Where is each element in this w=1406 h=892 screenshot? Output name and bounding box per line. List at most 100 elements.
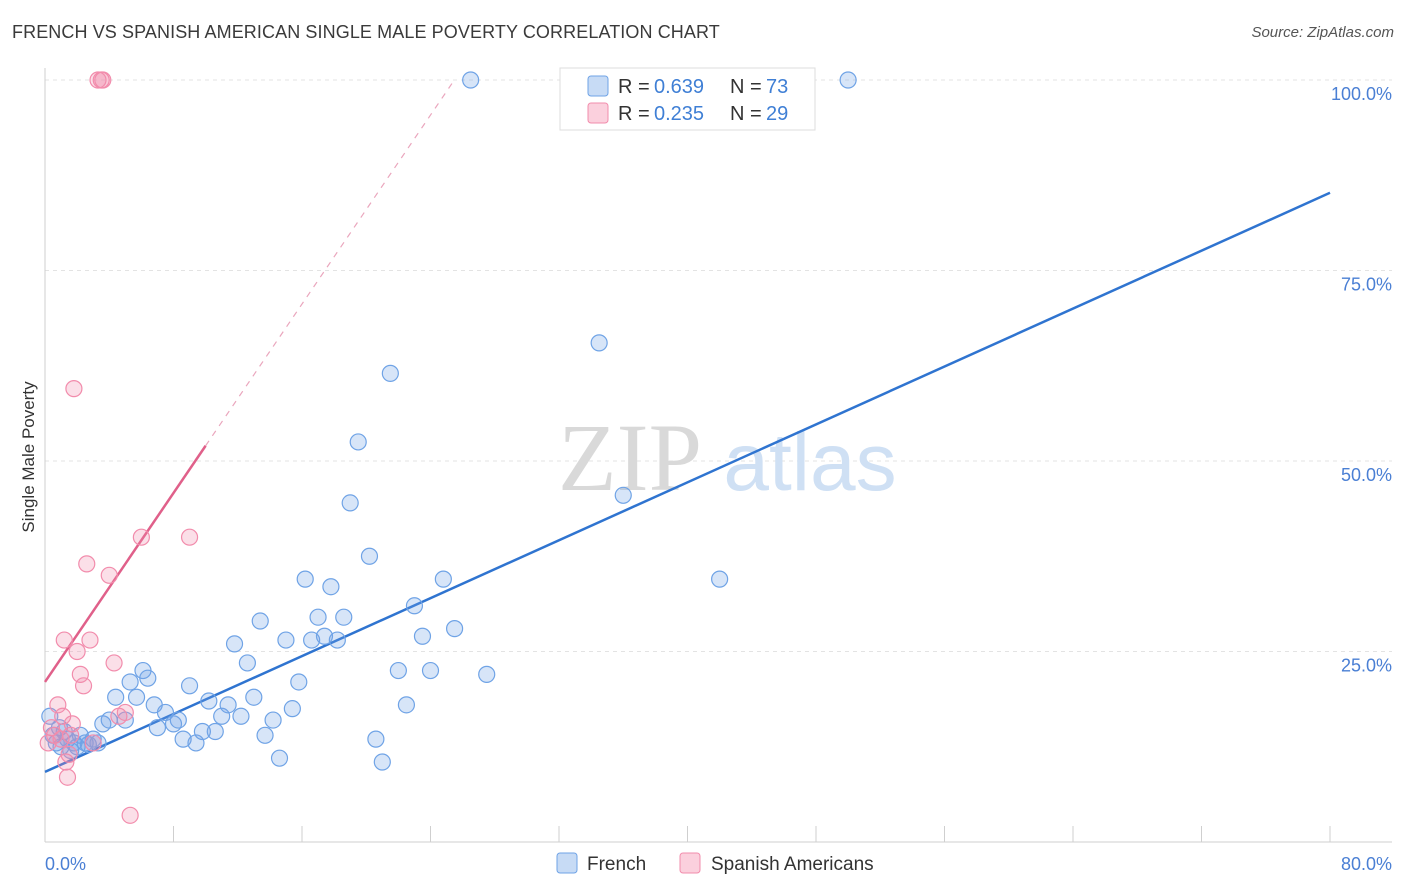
- y-axis-title: Single Male Poverty: [19, 381, 38, 533]
- point-french: [839, 71, 857, 89]
- legend-n-value-spanish: 29: [766, 103, 788, 125]
- point-spanish: [78, 555, 96, 573]
- point-spanish: [180, 528, 199, 546]
- data-points: [39, 71, 857, 824]
- watermark-atlas: atlas: [723, 417, 896, 508]
- series-legend: French Spanish Americans: [556, 852, 874, 875]
- point-french: [711, 570, 729, 588]
- y-tick-label: 100.0%: [1331, 84, 1392, 104]
- point-french: [139, 669, 157, 687]
- point-spanish: [58, 768, 77, 786]
- point-spanish: [105, 654, 123, 672]
- point-french: [462, 71, 480, 89]
- point-french: [89, 734, 107, 752]
- point-french: [225, 635, 244, 653]
- point-french: [373, 753, 391, 771]
- axes: [44, 68, 1392, 843]
- point-french: [283, 700, 301, 718]
- y-tick-label: 75.0%: [1341, 275, 1392, 295]
- legend-n-label-french: N =: [730, 76, 762, 98]
- point-french: [251, 612, 269, 630]
- point-french: [349, 433, 367, 451]
- legend-r-value-french: 0.639: [654, 76, 704, 98]
- legend-swatch-spanish: [587, 102, 609, 124]
- point-spanish: [74, 677, 93, 695]
- point-french: [309, 608, 327, 626]
- point-french: [367, 730, 385, 748]
- point-french: [193, 722, 212, 741]
- x-tick-label: 80.0%: [1341, 854, 1392, 874]
- series-legend-label-french: French: [587, 854, 646, 875]
- point-french: [421, 661, 440, 680]
- point-french: [121, 673, 139, 691]
- point-french: [335, 608, 353, 626]
- regression-line-french: [44, 191, 1331, 774]
- x-tick-label: 0.0%: [45, 854, 86, 874]
- point-french: [290, 673, 308, 691]
- legend-n-value-french: 73: [766, 76, 788, 98]
- point-spanish: [84, 734, 102, 752]
- legend-n-label-spanish: N =: [730, 103, 762, 125]
- watermark: ZIP atlas: [558, 404, 897, 511]
- y-tick-label: 25.0%: [1341, 656, 1392, 676]
- point-french: [397, 696, 416, 714]
- legend-r-value-spanish: 0.235: [654, 103, 704, 125]
- chart-title: FRENCH VS SPANISH AMERICAN SINGLE MALE P…: [12, 22, 720, 42]
- point-french: [614, 486, 632, 504]
- point-spanish: [121, 806, 139, 824]
- point-spanish: [94, 71, 112, 89]
- regression-extension-spanish: [205, 79, 455, 447]
- gridlines: [45, 79, 1392, 652]
- point-french: [315, 627, 334, 645]
- point-french: [174, 730, 192, 748]
- point-french: [360, 547, 379, 565]
- point-french: [328, 631, 346, 649]
- point-french: [169, 711, 187, 729]
- point-french: [381, 364, 399, 382]
- series-legend-swatch-spanish: [679, 852, 701, 874]
- point-spanish: [63, 715, 81, 733]
- point-french: [107, 688, 125, 706]
- point-french: [413, 627, 432, 645]
- point-french: [148, 719, 167, 737]
- point-spanish: [60, 745, 78, 763]
- point-french: [303, 631, 321, 649]
- point-french: [434, 570, 452, 588]
- point-french: [206, 722, 224, 741]
- point-french: [127, 688, 146, 706]
- point-french: [389, 661, 407, 680]
- axis-labels: 25.0% 50.0% 75.0% 100.0% 0.0% 80.0% Single Mal…: [19, 84, 1392, 874]
- point-spanish: [55, 631, 73, 649]
- point-french: [270, 749, 289, 767]
- legend-r-label-french: R =: [618, 76, 650, 98]
- point-spanish: [116, 703, 134, 722]
- point-french: [478, 665, 496, 683]
- point-french: [245, 688, 263, 706]
- point-spanish: [68, 642, 86, 661]
- legend-swatch-french: [587, 75, 609, 97]
- watermark-zip: ZIP: [558, 404, 702, 511]
- y-tick-label: 50.0%: [1341, 465, 1392, 485]
- point-french: [296, 570, 314, 588]
- series-legend-label-spanish: Spanish Americans: [711, 854, 874, 875]
- point-french: [238, 654, 256, 672]
- point-spanish: [65, 380, 83, 398]
- point-spanish: [100, 566, 118, 584]
- legend-r-label-spanish: R =: [618, 103, 650, 125]
- series-legend-swatch-french: [556, 852, 578, 874]
- point-spanish: [81, 631, 99, 649]
- point-french: [445, 620, 464, 638]
- source-credit: Source: ZipAtlas.com: [1251, 24, 1394, 41]
- point-french: [322, 578, 340, 596]
- point-spanish: [52, 730, 70, 748]
- point-french: [232, 707, 250, 725]
- point-french: [590, 334, 608, 352]
- point-french: [219, 696, 237, 714]
- point-french: [200, 692, 218, 710]
- point-french: [341, 494, 359, 512]
- point-spanish: [132, 528, 150, 546]
- point-french: [264, 711, 282, 729]
- point-french: [277, 631, 295, 649]
- point-french: [180, 677, 199, 695]
